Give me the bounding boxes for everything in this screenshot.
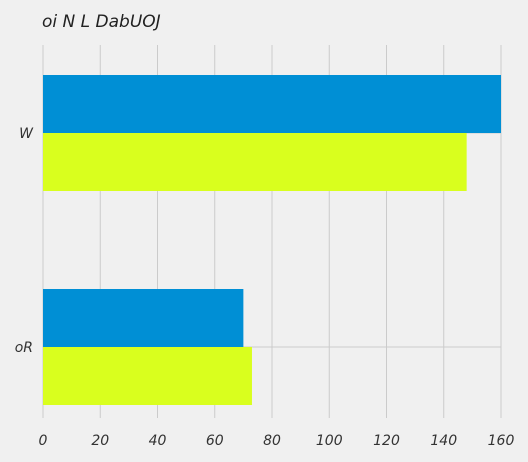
x-tick-label: 80 xyxy=(263,433,281,449)
x-axis-ticks: 0 20 40 60 80 100 120 140 160 xyxy=(39,433,515,449)
x-tick-label: 120 xyxy=(373,433,400,449)
chart-title: oi N L DabUOJ xyxy=(42,12,161,32)
x-tick-label: 0 xyxy=(39,433,48,449)
bars xyxy=(43,75,501,405)
bar xyxy=(43,347,252,405)
bar xyxy=(43,289,244,347)
bar xyxy=(43,75,501,133)
x-tick-label: 20 xyxy=(91,433,109,449)
x-tick-label: 140 xyxy=(430,433,457,449)
x-tick-label: 40 xyxy=(149,433,167,449)
x-tick-label: 160 xyxy=(488,433,515,449)
y-axis-ticks: WoR xyxy=(15,126,34,356)
x-tick-label: 100 xyxy=(316,433,343,449)
y-tick-label: oR xyxy=(15,340,33,356)
x-tick-label: 60 xyxy=(206,433,224,449)
bar xyxy=(43,133,467,191)
y-tick-label: W xyxy=(19,126,34,142)
